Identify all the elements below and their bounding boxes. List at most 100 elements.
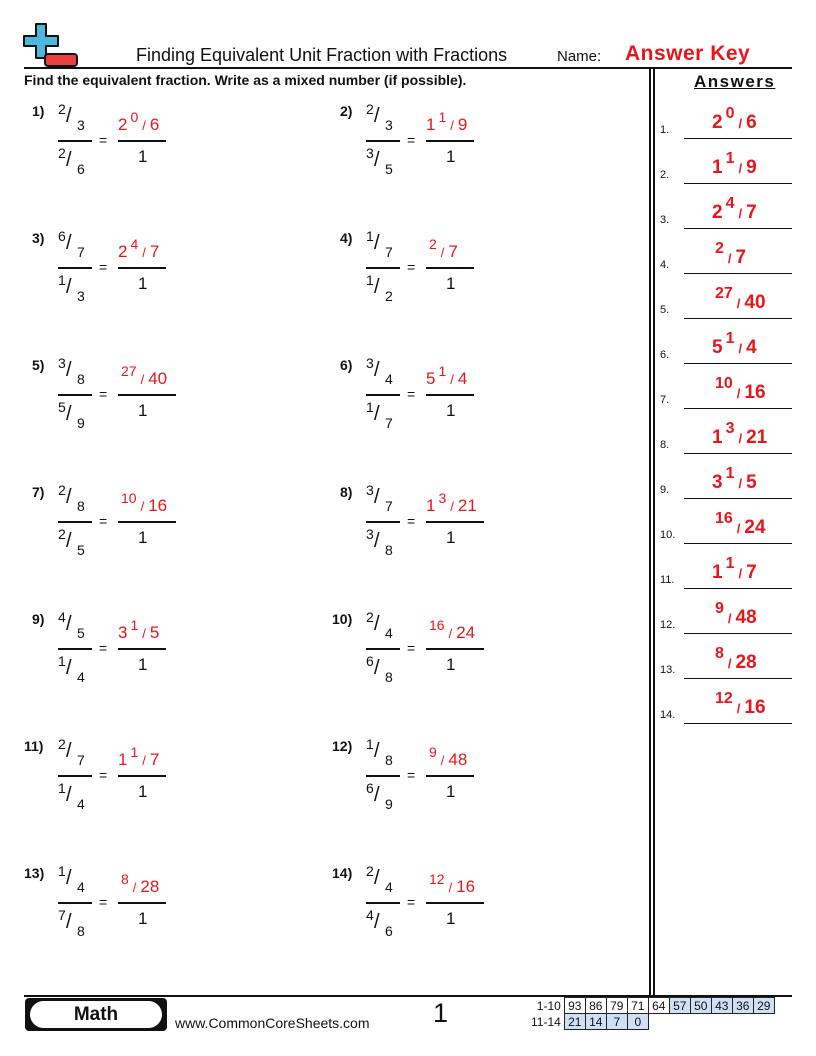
score-cell: 21 [563, 1013, 586, 1030]
answer-whole: 1 [712, 562, 723, 583]
answer-numerator: 2 [715, 240, 724, 257]
slash: / [374, 232, 380, 254]
answer-slash: / [440, 245, 445, 260]
answer-numerator: 1 [725, 465, 735, 482]
slash: / [66, 276, 72, 298]
answer-numerator: 27 [715, 285, 733, 302]
answer-slash: / [142, 753, 146, 768]
answer-slash: / [450, 118, 454, 133]
denominator: 6 [385, 923, 393, 939]
footer-divider [24, 995, 792, 997]
answer-bar [118, 648, 166, 650]
answer-slash: / [736, 296, 741, 311]
numerator: 2 [366, 101, 374, 117]
answer-fraction: 2/7 [426, 236, 458, 262]
answer-line [684, 498, 792, 500]
answer-fraction: 9/48 [426, 744, 467, 770]
answer-fraction: 16/24 [426, 617, 475, 643]
answer-line [684, 363, 792, 365]
problem-number: 11) [24, 738, 44, 754]
page-number: 1 [433, 998, 449, 1028]
answer-denominator: 7 [746, 202, 757, 223]
answer-number: 2. [660, 169, 670, 181]
answer-denominator: 9 [746, 157, 757, 178]
answer-denominator: 48 [735, 607, 757, 628]
answer-whole: 3 [118, 623, 128, 642]
answer-slash: / [140, 372, 145, 387]
problem-number: 1) [32, 103, 45, 119]
answer-slash: / [738, 431, 743, 446]
slash: / [66, 867, 72, 889]
fraction-bar [366, 775, 400, 777]
equals-sign: = [407, 767, 416, 783]
slash: / [374, 149, 380, 171]
slash: / [374, 276, 380, 298]
score-cell: 57 [668, 997, 691, 1014]
score-row: 1-10 93 86 79 71 64 57 50 43 36 29 [528, 997, 775, 1014]
answer-denominator: 21 [457, 496, 477, 515]
answer-denominator: 40 [148, 369, 168, 388]
answer-numerator: 3 [438, 490, 447, 506]
answer-fraction: 27/40 [118, 363, 168, 389]
numerator: 1 [366, 228, 374, 244]
answer-fraction: 1 1/7 [118, 744, 159, 770]
answer-whole: 5 [712, 337, 723, 358]
numerator: 2 [58, 526, 66, 542]
score-cell: 0 [626, 1013, 649, 1030]
denominator: 5 [77, 625, 85, 641]
answer-denominator: 16 [744, 697, 766, 718]
answer-numerator: 1 [725, 330, 735, 347]
denominator: 2 [385, 288, 393, 304]
answer-denominator: 6 [149, 115, 160, 134]
answer-denominator-one: 1 [446, 401, 456, 420]
fraction-bar [58, 648, 92, 650]
answer-line [684, 678, 792, 680]
numerator: 2 [58, 101, 66, 117]
fraction-bar [58, 521, 92, 523]
answer-denominator-one: 1 [138, 401, 148, 420]
answer-denominator-one: 1 [138, 528, 148, 547]
slash: / [374, 911, 380, 933]
denominator: 8 [77, 498, 85, 514]
answers-heading: Answers [694, 72, 776, 91]
numerator: 1 [58, 272, 66, 288]
answer-line [684, 543, 792, 545]
problem-number: 7) [32, 484, 45, 500]
score-cell: 14 [584, 1013, 607, 1030]
fraction-bar [366, 648, 400, 650]
answer-fraction: 1 1/9 [712, 150, 757, 179]
score-cell: 50 [689, 997, 712, 1014]
answer-denominator: 7 [746, 562, 757, 583]
answer-slash: / [738, 206, 743, 221]
denominator: 3 [385, 117, 393, 133]
answer-denominator-one: 1 [138, 274, 148, 293]
answer-denominator-one: 1 [446, 528, 456, 547]
equals-sign: = [99, 640, 108, 656]
slash: / [66, 232, 72, 254]
answer-slash: / [450, 499, 454, 514]
slash: / [374, 784, 380, 806]
slash: / [66, 784, 72, 806]
answer-whole: 2 [118, 115, 128, 134]
denominator: 8 [77, 923, 85, 939]
equals-sign: = [99, 513, 108, 529]
denominator: 9 [77, 415, 85, 431]
answer-number: 14. [660, 709, 676, 721]
answer-fraction: 16/24 [712, 510, 766, 539]
slash: / [374, 105, 380, 127]
answer-slash: / [142, 245, 146, 260]
column-divider [653, 68, 655, 995]
name-value: Answer Key [625, 42, 751, 65]
answer-fraction: 3 1/5 [118, 617, 159, 643]
slash: / [374, 613, 380, 635]
score-cell: 43 [710, 997, 733, 1014]
fraction-bar [366, 140, 400, 142]
answer-slash: / [738, 341, 743, 356]
equals-sign: = [407, 386, 416, 402]
denominator: 7 [77, 244, 85, 260]
problem-item: 2) 2/3 3/5 = 1 1/9 1 [332, 101, 632, 201]
answer-whole: 2 [118, 242, 128, 261]
slash: / [374, 403, 380, 425]
problem-item: 8) 3/7 3/8 = 1 3/21 1 [332, 482, 632, 582]
problem-item: 9) 4/5 1/4 = 3 1/5 1 [24, 609, 324, 709]
